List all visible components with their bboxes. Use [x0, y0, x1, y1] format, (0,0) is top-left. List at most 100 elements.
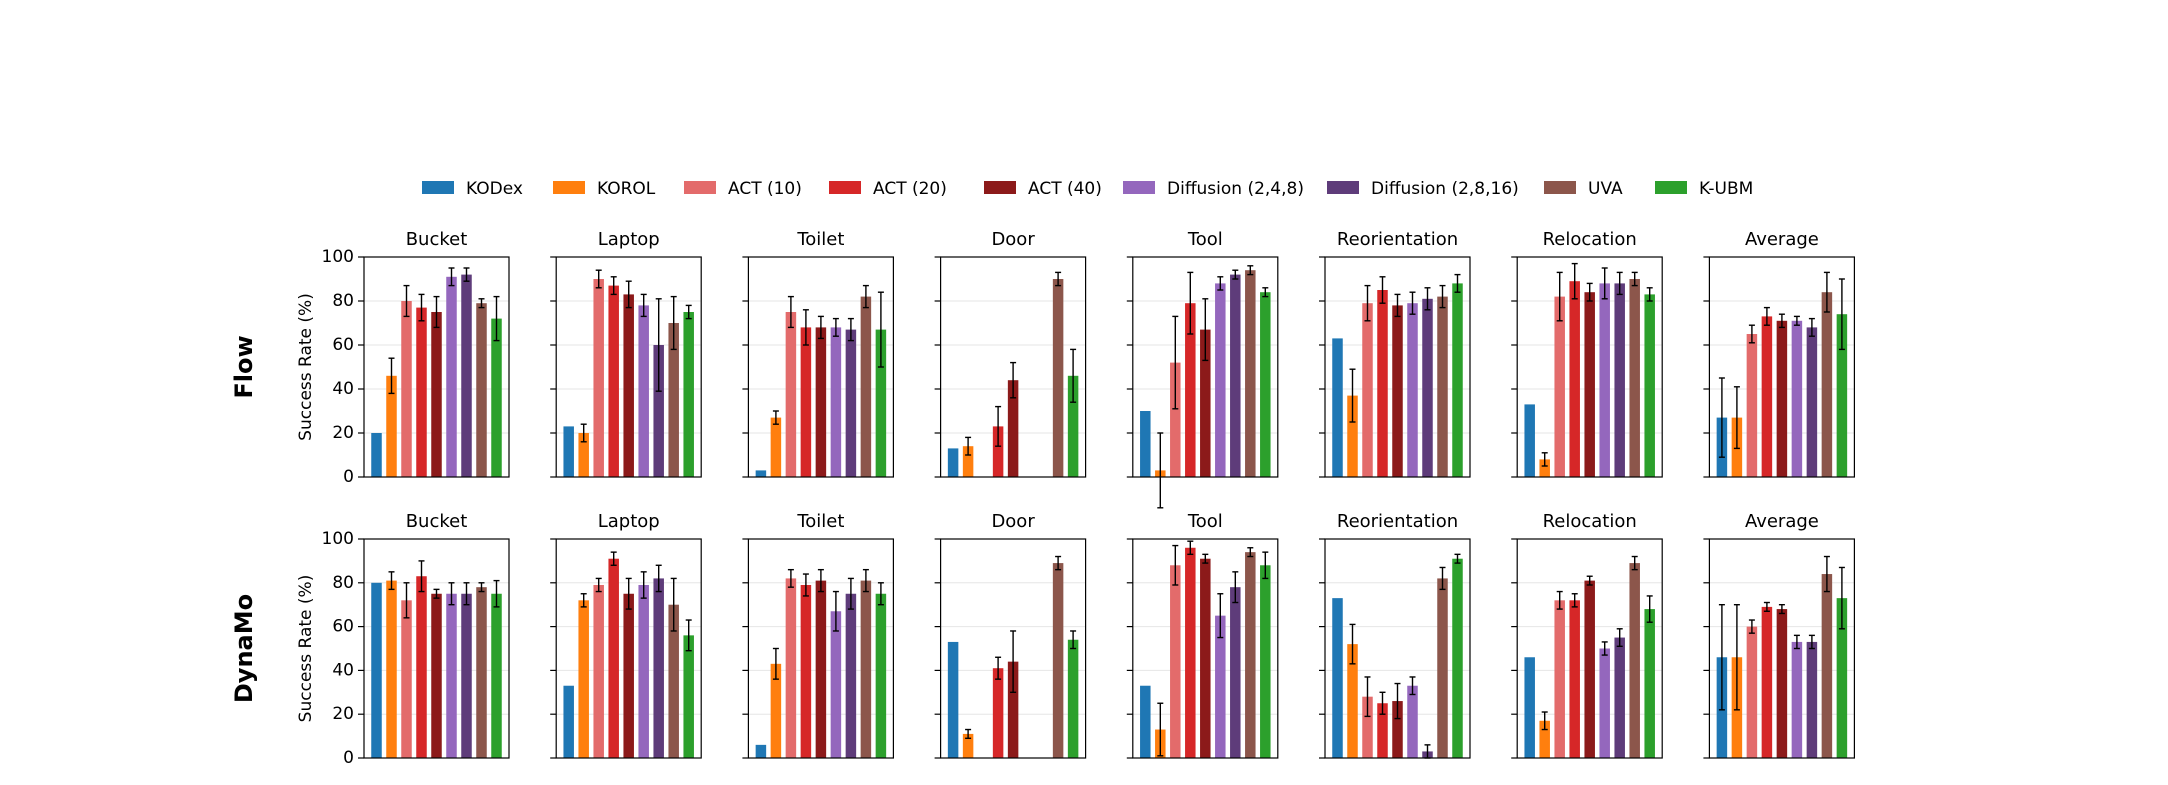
panel-title: Laptop	[598, 229, 660, 250]
bar	[416, 307, 427, 477]
y-tick-label: 0	[343, 748, 354, 768]
legend-swatch	[553, 181, 585, 194]
row-label: DynaMo	[230, 594, 258, 703]
y-tick-label: 0	[343, 467, 354, 487]
panel-title: Door	[991, 229, 1035, 250]
bar	[1052, 563, 1064, 758]
panel-title: Bucket	[406, 229, 468, 250]
bar	[668, 604, 679, 758]
bar	[1170, 362, 1181, 477]
bar	[446, 276, 457, 477]
panel-title: Average	[1745, 229, 1819, 250]
bar	[563, 685, 574, 758]
bar	[371, 582, 382, 758]
bar	[401, 600, 412, 758]
bar	[755, 744, 767, 758]
bar	[1185, 547, 1196, 758]
bar	[1452, 283, 1463, 477]
bar	[371, 433, 382, 477]
bar	[1332, 598, 1343, 758]
bar	[860, 580, 872, 758]
bar	[1215, 615, 1226, 758]
bar	[830, 327, 842, 477]
bar	[386, 580, 397, 758]
panel-title: Tool	[1187, 229, 1223, 250]
bar	[1524, 657, 1535, 758]
bar	[755, 470, 767, 477]
bar	[947, 448, 959, 477]
y-axis-label: Success Rate (%)	[296, 293, 316, 441]
legend-swatch	[1655, 181, 1687, 194]
bar	[563, 426, 574, 477]
y-tick-label: 80	[332, 291, 354, 311]
axes-frame	[1324, 256, 1471, 478]
bar	[476, 303, 487, 477]
axes-frame	[1708, 538, 1856, 759]
bar	[1140, 411, 1151, 477]
y-axis-label: Success Rate (%)	[296, 575, 316, 723]
bar	[1746, 626, 1758, 758]
y-tick-label: 100	[322, 247, 354, 267]
axes-frame	[1516, 256, 1663, 478]
bar	[1806, 641, 1818, 758]
bar	[1629, 279, 1640, 477]
legend-label: Diffusion (2,4,8)	[1167, 179, 1304, 199]
bar	[1407, 303, 1418, 477]
bar	[653, 578, 664, 758]
bar	[1347, 395, 1358, 477]
bar	[1230, 274, 1241, 477]
bar	[992, 668, 1004, 758]
bar	[962, 446, 974, 477]
y-tick-label: 100	[322, 529, 354, 549]
panel-title: Reorientation	[1337, 229, 1458, 250]
bar	[1776, 609, 1788, 758]
bar	[1260, 565, 1271, 758]
legend-label: ACT (20)	[873, 179, 947, 199]
axes-frame	[1324, 538, 1471, 759]
bar	[593, 279, 604, 477]
bar	[1215, 283, 1226, 477]
bar	[476, 587, 487, 758]
bar	[638, 305, 649, 477]
bar	[815, 580, 827, 758]
bar	[1362, 303, 1373, 477]
bar	[1067, 375, 1079, 477]
legend-swatch	[984, 181, 1016, 194]
bar	[770, 417, 782, 477]
y-tick-label: 60	[332, 617, 354, 637]
panel-title: Door	[991, 511, 1035, 532]
legend-label: ACT (10)	[728, 179, 802, 199]
bar	[1791, 320, 1803, 477]
bar	[1007, 380, 1019, 477]
bar	[962, 733, 974, 758]
axes-frame	[1132, 256, 1279, 478]
legend-label: Diffusion (2,8,16)	[1371, 179, 1519, 199]
bar	[491, 593, 502, 758]
bar	[1614, 283, 1625, 477]
bar	[1761, 606, 1773, 758]
bar	[1332, 338, 1343, 477]
bar	[1599, 283, 1610, 477]
bar	[860, 296, 872, 477]
bar	[1614, 637, 1625, 758]
bar	[1569, 281, 1580, 477]
bar	[785, 312, 797, 477]
bar	[593, 584, 604, 758]
bar	[1539, 720, 1550, 758]
bar	[1377, 290, 1388, 477]
axes-frame	[1132, 538, 1279, 759]
y-tick-label: 20	[332, 423, 354, 443]
bar	[1584, 292, 1595, 477]
row-label: Flow	[230, 335, 258, 398]
bar	[1200, 558, 1211, 758]
panel-title: Relocation	[1543, 511, 1637, 532]
bar	[1791, 641, 1803, 758]
y-tick-label: 40	[332, 379, 354, 399]
bar	[800, 327, 812, 477]
bar	[1230, 587, 1241, 758]
bar	[875, 329, 887, 477]
bar	[1185, 303, 1196, 477]
bar	[608, 285, 619, 477]
bar	[1539, 459, 1550, 477]
